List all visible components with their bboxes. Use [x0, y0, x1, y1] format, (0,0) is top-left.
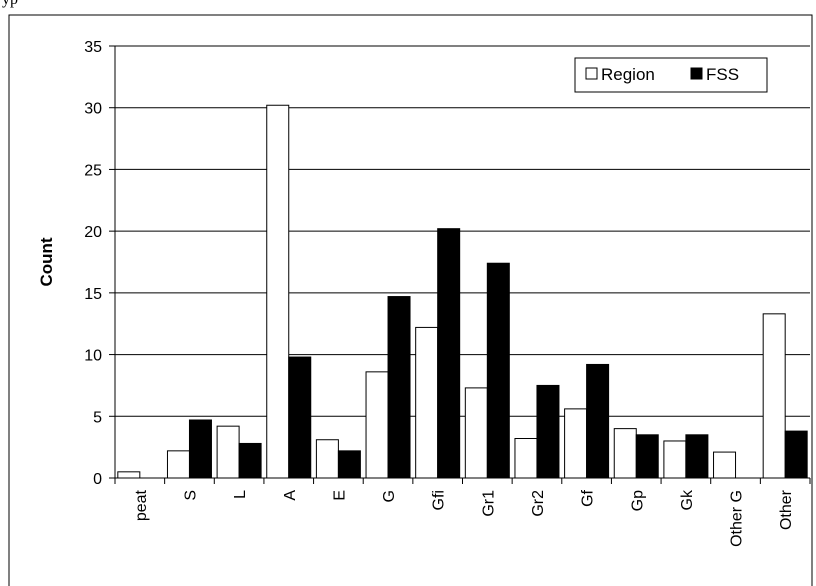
x-tick-label-gp: Gp — [629, 490, 646, 511]
legend-label-region: Region — [601, 65, 655, 84]
x-tick-label-g: G — [381, 490, 398, 502]
bar-region-gr1 — [464, 387, 488, 479]
x-tick-label-l: L — [232, 490, 249, 499]
legend: Region FSS — [574, 57, 768, 93]
axes — [109, 45, 811, 484]
bar-region-s — [166, 450, 190, 479]
bar-fss-e — [337, 450, 361, 479]
legend-label-fss: FSS — [706, 65, 739, 84]
y-axis-label: Count — [37, 237, 56, 286]
bar-region-gr2 — [514, 438, 538, 479]
legend-swatch-fss — [690, 67, 703, 80]
bar-region-gfi — [415, 326, 439, 479]
bar-fss-a — [288, 356, 312, 479]
bar-region-gk — [663, 440, 687, 479]
y-tick-label-10: 10 — [84, 348, 102, 365]
y-tick-label-30: 30 — [84, 101, 102, 118]
y-tick-labels: 0 5 10 15 20 25 30 35 — [84, 39, 102, 488]
bar-region-g — [365, 371, 389, 479]
y-tick-label-0: 0 — [93, 471, 102, 488]
legend-swatch-region — [585, 67, 598, 80]
bar-region-other-g — [713, 451, 737, 479]
bar-region-other — [762, 313, 786, 479]
x-tick-label-other-g: Other G — [729, 490, 746, 547]
bar-fss-gr1 — [486, 262, 510, 479]
x-tick-label-gf: Gf — [580, 489, 597, 506]
x-tick-label-s: S — [182, 490, 199, 501]
bar-fss-s — [188, 419, 212, 479]
header-fragment: yp — [2, 0, 18, 9]
y-tick-label-5: 5 — [93, 409, 102, 426]
x-tick-label-peat: peat — [133, 489, 150, 521]
bar-region-l — [216, 425, 240, 479]
y-tick-label-20: 20 — [84, 224, 102, 241]
bar-fss-gf — [586, 363, 610, 479]
x-tick-label-gfi: Gfi — [431, 490, 448, 510]
y-tick-label-25: 25 — [84, 162, 102, 179]
bar-region-a — [266, 104, 290, 479]
bar-fss-gr2 — [536, 384, 560, 479]
x-tick-label-e: E — [331, 490, 348, 501]
x-tick-label-gr2: Gr2 — [530, 490, 547, 517]
y-tick-label-15: 15 — [84, 286, 102, 303]
bar-region-gf — [564, 408, 588, 479]
bar-fss-other — [784, 430, 808, 479]
bar-fss-gk — [685, 434, 709, 479]
bar-region-e — [315, 439, 339, 479]
x-tick-label-gk: Gk — [679, 489, 696, 510]
bar-fss-l — [238, 442, 262, 479]
x-tick-label-gr1: Gr1 — [480, 490, 497, 517]
bar-region-gp — [613, 428, 637, 479]
bar-fss-gfi — [437, 228, 461, 479]
x-tick-label-other: Other — [778, 489, 795, 530]
bars — [117, 104, 808, 479]
y-tick-label-35: 35 — [84, 39, 102, 56]
bar-fss-g — [387, 296, 411, 479]
bar-region-peat — [117, 471, 141, 479]
x-tick-label-a: A — [282, 490, 299, 501]
bar-fss-gp — [635, 434, 659, 479]
x-tick-labels: peat S L A E G Gfi Gr1 Gr2 Gf Gp Gk Other G Other — [133, 489, 795, 547]
grid-lines — [115, 45, 810, 417]
legend-box — [574, 57, 768, 93]
